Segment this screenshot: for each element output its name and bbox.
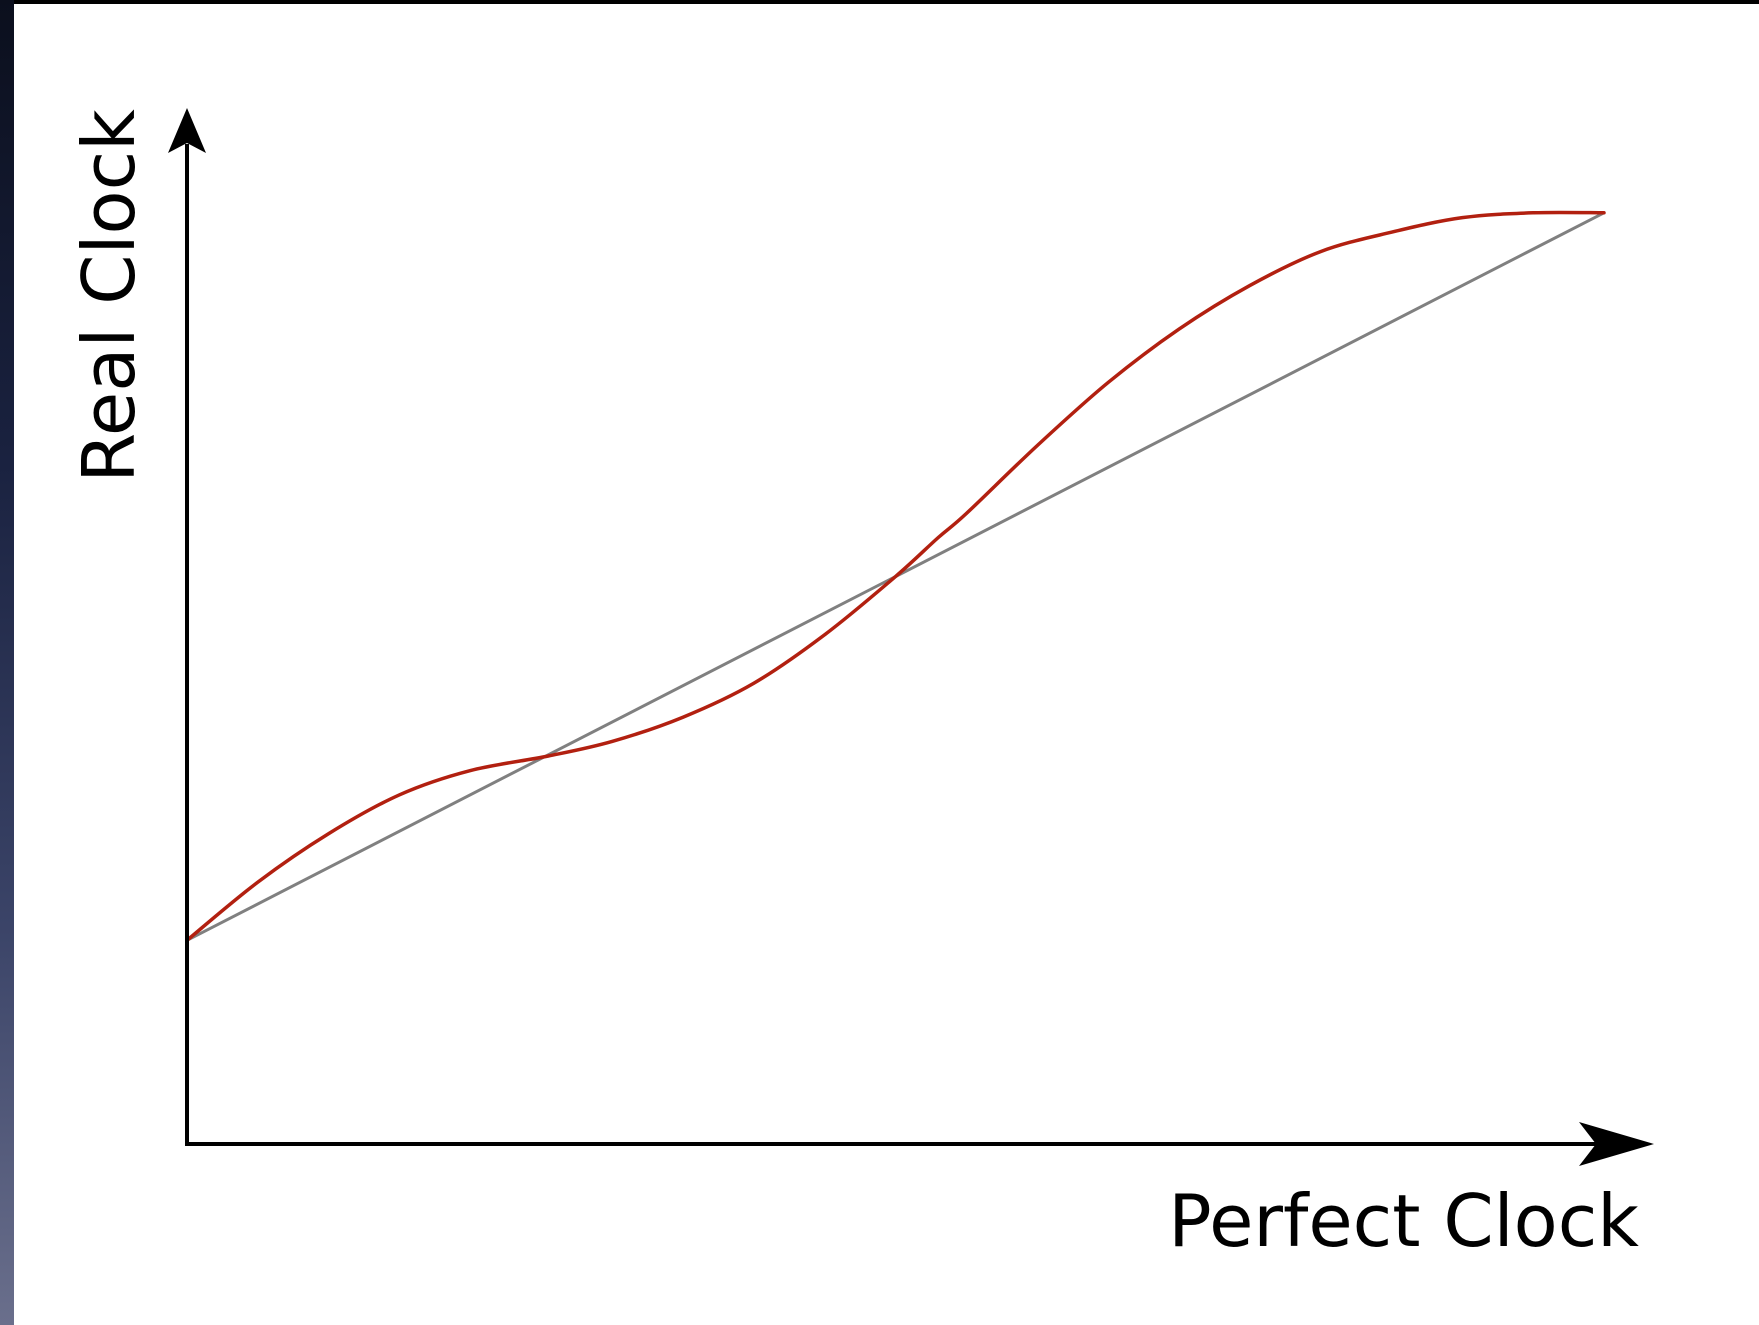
axes-layer <box>168 108 1654 1166</box>
y-axis-arrowhead <box>168 108 206 153</box>
y-axis-label: Real Clock <box>67 109 151 483</box>
x-axis-arrowhead <box>1579 1122 1654 1166</box>
window-edge <box>0 0 14 1325</box>
x-axis-label: Perfect Clock <box>1168 1179 1639 1263</box>
real-vs-perfect-clock-chart: Perfect Clock Real Clock <box>67 108 1654 1263</box>
real-clock-curve <box>185 210 1606 943</box>
chart-canvas: Perfect Clock Real Clock <box>14 4 1759 1325</box>
series-layer <box>185 210 1606 943</box>
